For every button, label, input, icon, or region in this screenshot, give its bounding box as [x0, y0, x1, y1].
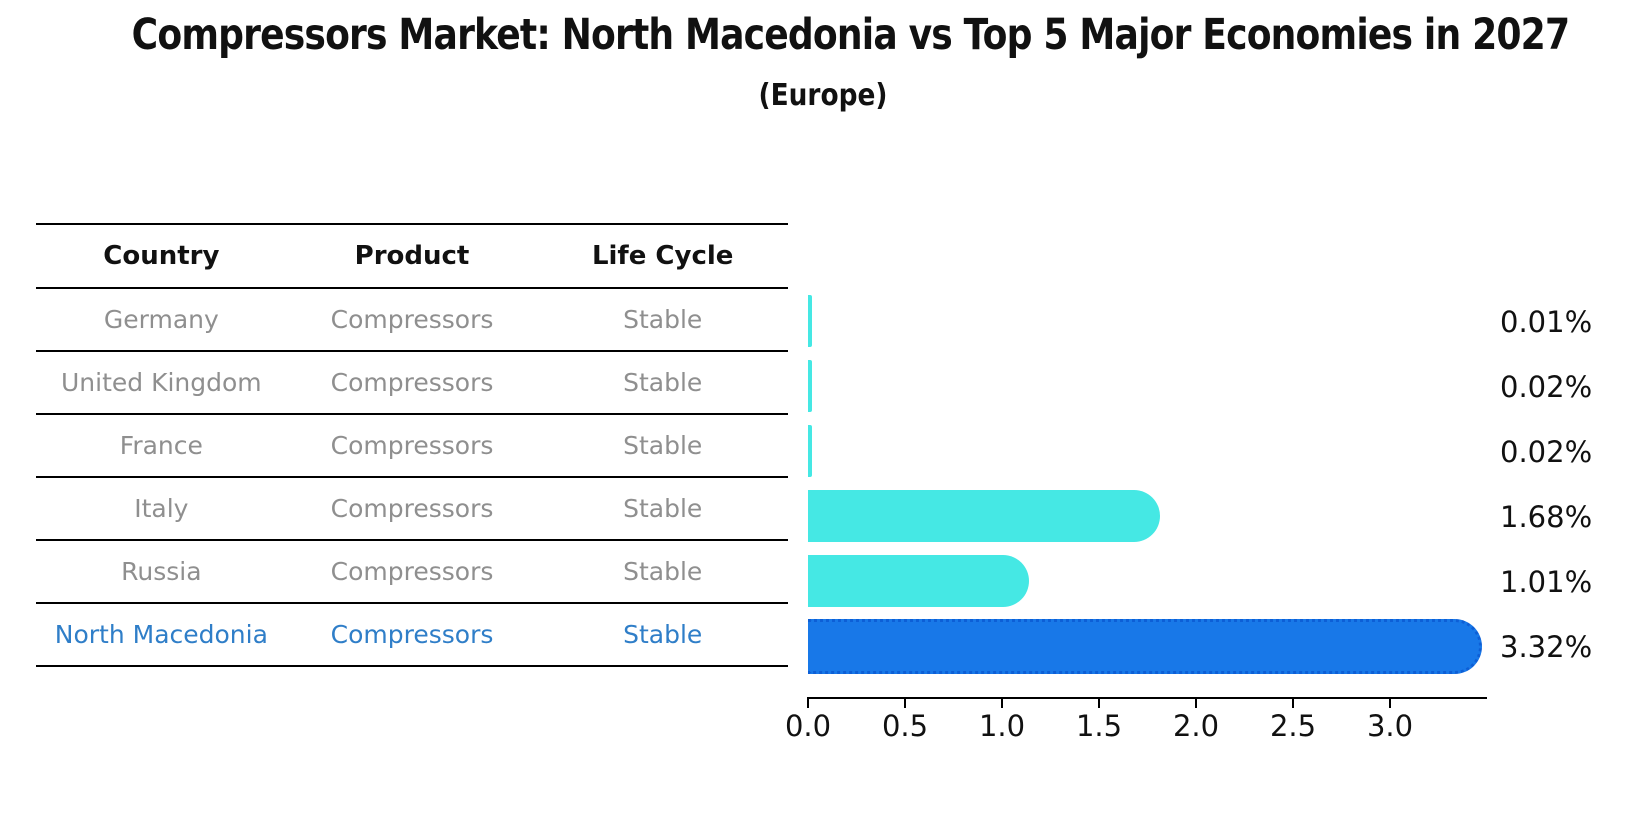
chart-subtitle: (Europe) — [758, 78, 888, 113]
bar-row-united-kingdom: 0.02% — [808, 354, 1646, 419]
x-axis-tick-label: 1.0 — [978, 709, 1026, 743]
bar-north-macedonia — [808, 619, 1483, 674]
country-cell: Germany — [103, 305, 219, 334]
x-axis-tick — [1292, 699, 1294, 708]
lifecycle-cell: Stable — [623, 368, 703, 397]
bar-italy — [808, 490, 1160, 542]
x-axis-tick — [1389, 699, 1391, 708]
bar-russia — [808, 555, 1029, 607]
x-axis-tick — [904, 699, 906, 708]
bar-row-germany: 0.01% — [808, 289, 1646, 354]
lifecycle-cell: Stable — [623, 305, 703, 334]
bar-row-france: 0.02% — [808, 419, 1646, 484]
x-axis-tick-label: 0.0 — [784, 709, 832, 743]
value-label-france: 0.02% — [1500, 434, 1593, 469]
x-axis-tick — [1001, 699, 1003, 708]
lifecycle-cell: Stable — [623, 431, 703, 460]
country-cell: Italy — [134, 494, 189, 523]
x-axis-tick — [1195, 699, 1197, 708]
x-axis-tick-label: 0.5 — [881, 709, 929, 743]
table-row: Italy Compressors Stable — [36, 478, 788, 541]
value-label-russia: 1.01% — [1500, 564, 1593, 599]
table-row-highlighted: North Macedonia Compressors Stable — [36, 604, 788, 667]
table-row: Russia Compressors Stable — [36, 541, 788, 604]
product-cell: Compressors — [330, 620, 494, 649]
table-row: Germany Compressors Stable — [36, 289, 788, 352]
x-axis-line — [807, 697, 1487, 699]
table-row: France Compressors Stable — [36, 415, 788, 478]
bar-united-kingdom — [808, 360, 812, 412]
bar-row-italy: 1.68% — [808, 484, 1646, 549]
bar-chart: 0.01% 0.02% 0.02% 1.68% 1.01% 3.32% — [808, 289, 1646, 679]
column-header-lifecycle: Life Cycle — [591, 241, 734, 271]
product-cell: Compressors — [330, 305, 494, 334]
product-cell: Compressors — [330, 494, 494, 523]
lifecycle-cell: Stable — [623, 620, 703, 649]
x-axis-tick-label: 1.5 — [1075, 709, 1123, 743]
country-cell: France — [119, 431, 203, 460]
lifecycle-cell: Stable — [623, 557, 703, 586]
country-table: Country Product Life Cycle Germany Compr… — [36, 223, 788, 667]
column-header-country: Country — [103, 241, 220, 271]
bar-france — [808, 425, 812, 477]
table-header-row: Country Product Life Cycle — [36, 225, 788, 289]
lifecycle-cell: Stable — [623, 494, 703, 523]
x-axis-tick-label: 2.5 — [1269, 709, 1317, 743]
bar-row-russia: 1.01% — [808, 549, 1646, 614]
country-cell: North Macedonia — [54, 620, 268, 649]
product-cell: Compressors — [330, 557, 494, 586]
table-row: United Kingdom Compressors Stable — [36, 352, 788, 415]
bar-germany — [808, 295, 812, 347]
chart-title: Compressors Market: North Macedonia vs T… — [131, 10, 1570, 60]
value-label-north-macedonia: 3.32% — [1500, 629, 1593, 664]
country-cell: Russia — [121, 557, 202, 586]
country-cell: United Kingdom — [61, 368, 262, 397]
bar-row-north-macedonia: 3.32% — [808, 614, 1646, 679]
value-label-italy: 1.68% — [1500, 499, 1593, 534]
product-cell: Compressors — [330, 431, 494, 460]
x-axis-tick — [1098, 699, 1100, 708]
x-axis-tick-label: 3.0 — [1366, 709, 1414, 743]
column-header-product: Product — [354, 241, 470, 271]
value-label-germany: 0.01% — [1500, 304, 1593, 339]
x-axis-tick — [807, 699, 809, 708]
value-label-united-kingdom: 0.02% — [1500, 369, 1593, 404]
x-axis-tick-label: 2.0 — [1172, 709, 1220, 743]
product-cell: Compressors — [330, 368, 494, 397]
